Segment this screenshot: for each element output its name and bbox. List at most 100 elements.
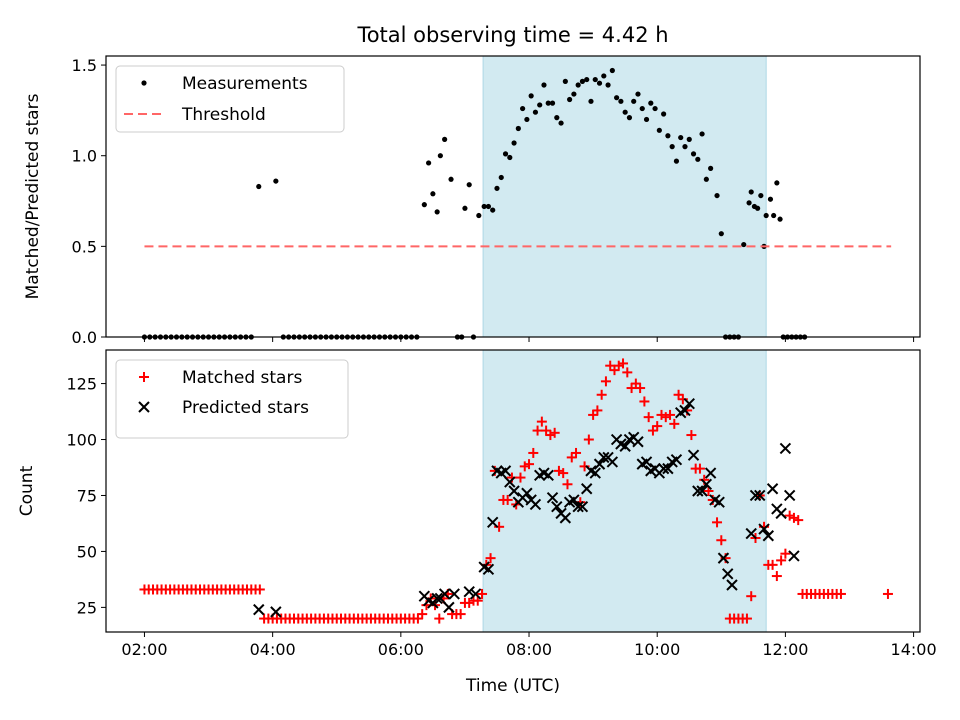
predicted-star-point — [783, 489, 796, 502]
legend-box — [115, 65, 345, 133]
measurement-point — [537, 102, 543, 108]
legend-box — [115, 359, 349, 439]
y-tick-label: 0.5 — [72, 237, 97, 256]
measurement-point — [549, 100, 556, 106]
matched-star-point — [882, 588, 893, 599]
y-axis-label: Matched/Predicted stars — [23, 93, 43, 299]
top-panel: 0.0 0.5 1.0 1.5 Matched/Predicted stars Measu… — [23, 55, 921, 347]
x-tick-label: 14:00 — [891, 640, 937, 659]
predicted-star-point — [670, 453, 683, 466]
predicted-star-point — [657, 462, 670, 475]
x-tick-label: 10:00 — [634, 640, 680, 659]
measurement-point — [665, 133, 671, 139]
predicted-star-point — [640, 456, 653, 468]
measurement-point — [562, 78, 568, 84]
measurement-point — [763, 212, 769, 219]
measurement-point — [442, 136, 448, 142]
measurement-point — [755, 205, 761, 211]
measurement-point — [579, 78, 586, 84]
predicted-star-point — [486, 516, 499, 529]
measurement-point — [656, 127, 662, 133]
measurement-point — [699, 131, 705, 137]
measurement-point — [661, 111, 667, 117]
measurement-point — [678, 134, 684, 141]
predicted-star-point — [431, 592, 443, 605]
x-tick-label: 06:00 — [378, 640, 424, 659]
predicted-star-point — [758, 523, 770, 535]
y-tick-label: 1.0 — [72, 147, 97, 166]
measurement-point — [494, 185, 500, 191]
matched-star-point — [596, 389, 607, 400]
predicted-star-point — [448, 588, 460, 600]
legend-label: Measurements — [182, 74, 308, 94]
predicted-star-point — [576, 500, 589, 513]
x-tick-label: 12:00 — [762, 640, 808, 659]
matched-star-point — [694, 463, 705, 474]
matched-star-point — [417, 609, 428, 620]
matched-star-point — [528, 447, 539, 458]
predicted-star-point — [683, 398, 695, 410]
measurement-point — [273, 178, 279, 184]
measurement-point — [601, 73, 607, 79]
measurement-point — [609, 67, 615, 74]
measurement-point — [507, 154, 513, 161]
measurement-point — [596, 80, 603, 86]
matched-star-point — [536, 416, 547, 427]
measurement-point — [708, 165, 714, 171]
measurement-point — [554, 115, 560, 121]
measurement-point — [695, 156, 701, 162]
measurement-point — [421, 202, 427, 208]
measurement-point — [758, 192, 764, 199]
legend: Measurements Threshold — [115, 65, 345, 133]
x-tick-label: 02:00 — [121, 640, 167, 659]
y-tick-label: 0.0 — [72, 328, 97, 347]
measurement-point — [448, 176, 454, 182]
predicted-star-point — [762, 530, 775, 542]
measurement-point — [767, 196, 774, 202]
x-tick-label: 04:00 — [250, 640, 296, 659]
matched-star-point — [502, 494, 513, 505]
plot-frame — [105, 55, 921, 338]
measurement-point — [524, 116, 530, 123]
predicted-star-point — [499, 465, 512, 477]
measurement-point — [515, 125, 521, 132]
matched-star-point — [741, 613, 752, 624]
predicted-star-point — [521, 487, 533, 499]
measurement-point — [541, 82, 547, 88]
legend-marker — [139, 372, 149, 382]
predicted-star-point — [581, 483, 593, 495]
predicted-star-point — [745, 527, 757, 540]
predicted-star-point — [662, 462, 674, 475]
matched-star-point — [549, 427, 560, 438]
predicted-star-point — [270, 606, 282, 618]
measurement-point — [462, 205, 468, 211]
y-tick-label: 1.5 — [72, 56, 97, 75]
predicted-star-point — [253, 603, 265, 616]
measurement-point — [476, 212, 482, 219]
matched-star-point — [643, 412, 654, 423]
measurement-point — [567, 96, 573, 103]
matched-star-point — [455, 609, 466, 620]
legend-label: Matched stars — [182, 368, 302, 388]
matched-star-point — [583, 434, 594, 445]
predicted-star-point — [700, 478, 713, 490]
measurement-point — [748, 189, 754, 195]
chart-title: Total observing time = 4.42 h — [356, 23, 668, 47]
measurement-point — [669, 144, 675, 150]
predicted-star-point — [568, 494, 580, 506]
predicted-star-point — [529, 498, 542, 511]
measurement-point — [648, 100, 654, 106]
y-tick-label: 75 — [77, 486, 97, 505]
predicted-star-point — [766, 483, 779, 495]
matched-star-point — [622, 367, 633, 378]
predicted-star-point — [779, 442, 792, 455]
measurement-point — [626, 115, 633, 121]
matched-star-point — [835, 588, 846, 599]
measurement-point — [481, 203, 487, 210]
y-tick-label: 125 — [66, 375, 97, 394]
matched-star-point — [665, 409, 676, 420]
matched-star-point — [254, 584, 265, 595]
observing-window-shade — [482, 55, 767, 338]
y-axis-label: Count — [17, 465, 37, 516]
matched-star-point — [686, 430, 697, 441]
